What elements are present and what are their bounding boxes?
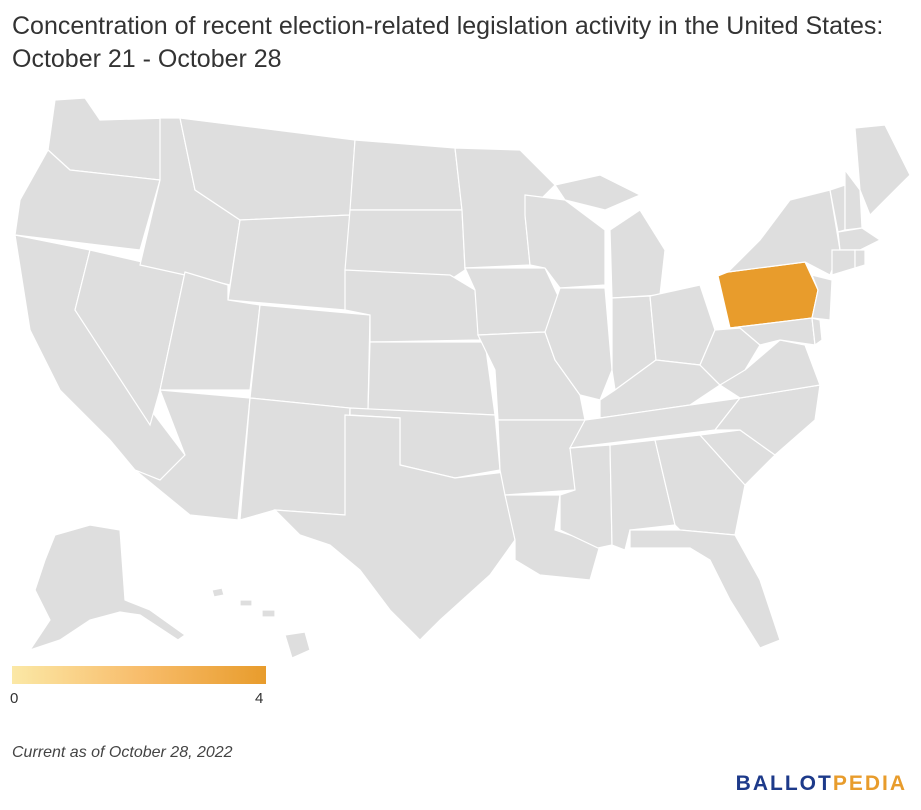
state-michigan-upper[interactable] — [554, 174, 642, 211]
us-map — [14, 97, 911, 659]
state-kansas[interactable] — [367, 341, 496, 416]
state-illinois[interactable] — [544, 287, 613, 401]
state-new-york[interactable] — [726, 189, 841, 276]
state-alaska[interactable] — [28, 524, 187, 652]
legend-max-label: 4 — [255, 690, 264, 707]
state-nebraska[interactable] — [344, 269, 481, 343]
state-south-dakota[interactable] — [344, 209, 466, 281]
state-oregon[interactable] — [14, 149, 161, 251]
state-new-jersey[interactable] — [811, 274, 833, 321]
state-arkansas[interactable] — [497, 419, 586, 496]
state-wyoming[interactable] — [227, 214, 351, 311]
state-louisiana[interactable] — [504, 494, 601, 581]
state-maine[interactable] — [854, 124, 911, 217]
brand-part2: PEDIA — [832, 772, 907, 795]
state-hawaii[interactable] — [211, 587, 311, 659]
state-connecticut[interactable] — [831, 249, 856, 276]
map-title: Concentration of recent election-related… — [12, 12, 884, 73]
footer-note: Current as of October 28, 2022 — [12, 744, 233, 761]
state-michigan[interactable] — [609, 209, 666, 299]
state-florida[interactable] — [629, 529, 781, 649]
state-north-dakota[interactable] — [349, 139, 463, 211]
ballotpedia-logo[interactable]: BALLOTPEDIA — [736, 772, 907, 796]
state-virginia[interactable] — [698, 339, 821, 399]
state-iowa[interactable] — [464, 267, 561, 336]
legend-gradient — [12, 666, 266, 684]
state-group — [14, 97, 911, 649]
state-delaware[interactable] — [811, 317, 823, 347]
legend-min-label: 0 — [10, 690, 19, 707]
state-massachusetts[interactable] — [837, 227, 882, 251]
state-texas[interactable] — [273, 414, 516, 641]
state-new-mexico[interactable] — [239, 397, 351, 521]
state-rhode-island[interactable] — [854, 249, 866, 269]
state-colorado[interactable] — [249, 304, 371, 411]
brand-part1: BALLOT — [735, 772, 833, 795]
